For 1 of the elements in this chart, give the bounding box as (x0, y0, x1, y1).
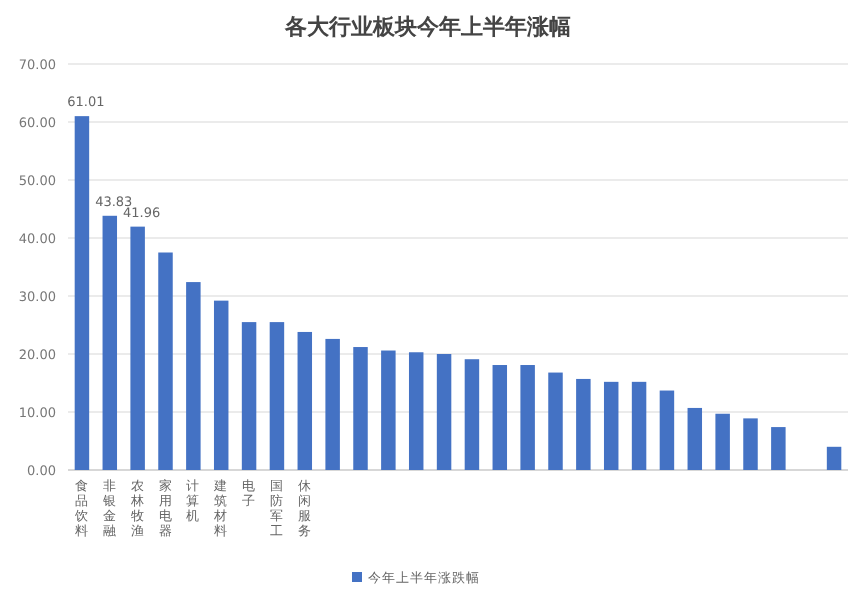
title: 各大行业板块今年上半年涨幅 (285, 14, 571, 40)
